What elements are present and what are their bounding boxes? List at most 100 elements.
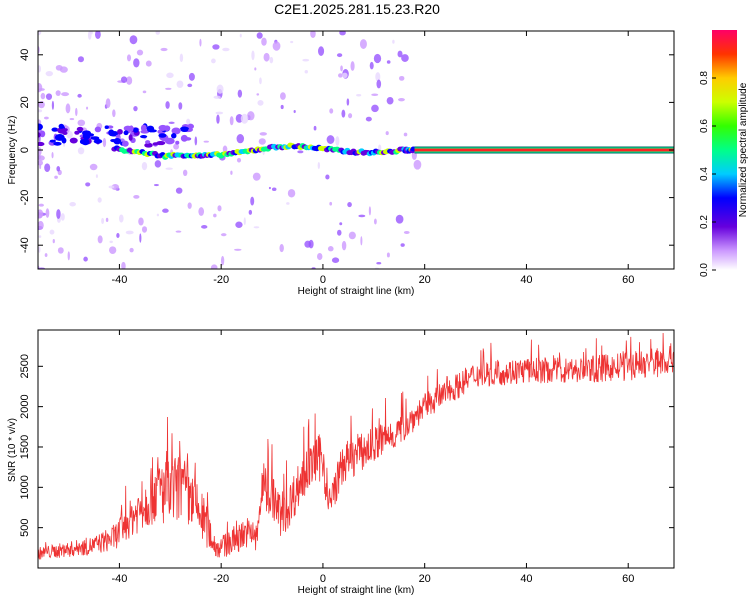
spectrogram-cell: [144, 142, 153, 148]
spectrogram-cell: [104, 125, 109, 129]
spectrogram-cell: [52, 239, 55, 244]
spectrogram-cell: [38, 132, 41, 138]
spectrogram-cell: [340, 65, 343, 72]
y-tick-label: -40: [19, 237, 31, 253]
spectrogram-cell: [395, 214, 404, 224]
snr-frame: [37, 329, 675, 569]
spectrogram-cell: [154, 160, 162, 168]
spectrogram-cell: [38, 160, 44, 166]
spectrogram-cell: [392, 39, 395, 44]
spectrogram-x-ticks: -40 -20 0 20 40 60: [111, 31, 634, 286]
spectrogram-cell: [182, 169, 188, 177]
spectrogram-cell: [121, 261, 126, 269]
spectrogram-cell: [121, 140, 129, 147]
spectrogram-cell: [40, 92, 46, 100]
spectrogram-cell: [117, 128, 123, 135]
x-tick-label: 0: [320, 274, 326, 286]
spectrogram-cell: [239, 33, 242, 38]
spectrogram-cell: [125, 230, 134, 235]
spectrogram-cell: [386, 60, 391, 64]
spectrogram-cell: [237, 89, 243, 98]
spectrogram-cell: [261, 37, 267, 46]
steady-band-core: [414, 148, 674, 152]
spectrogram-cell: [111, 184, 120, 191]
spectrogram-cell: [105, 98, 111, 109]
spectrogram-cell: [280, 92, 286, 100]
spectrogram-cell: [240, 113, 249, 124]
spectrogram-cell: [210, 264, 218, 269]
x-tick-label: -20: [213, 573, 229, 585]
snr-series-line: [38, 332, 674, 560]
spectrogram-cell: [386, 252, 390, 258]
spectrogram-cell: [373, 218, 377, 225]
spectrogram-cell: [116, 233, 120, 238]
spectrogram-cell: [165, 87, 172, 90]
spectrogram-cell: [129, 125, 134, 132]
x-tick-label: 40: [520, 274, 532, 286]
spectrogram-cell: [156, 213, 160, 217]
spectrogram-cell: [165, 167, 173, 170]
spectrogram-cell: [118, 214, 124, 223]
spectrogram-cell: [201, 225, 208, 229]
spectrogram-cell: [145, 60, 152, 67]
spectrogram-cell: [268, 186, 271, 190]
spectrogram-cell: [216, 84, 224, 94]
spectrogram-cell: [44, 253, 48, 257]
spectrogram-cell: [211, 58, 216, 64]
spectrogram-cell: [112, 109, 116, 118]
spectrogram-x-axis-title: Height of straight line (km): [298, 286, 415, 297]
y-tick-label: -20: [19, 190, 31, 206]
spectrogram-cell: [358, 214, 366, 218]
spectrogram-cell: [109, 240, 113, 244]
spectrogram-cell: [133, 194, 140, 199]
y-tick-label: 0: [19, 147, 31, 153]
spectrogram-cell: [171, 133, 177, 139]
spectrogram-cell: [337, 229, 342, 236]
spectrogram-cell: [356, 94, 362, 97]
spectrogram-cell: [329, 108, 334, 114]
spectrogram-cell: [236, 158, 242, 163]
spectrogram-cell: [38, 31, 42, 36]
spectrogram-cell: [188, 72, 195, 81]
spectrogram-cell: [229, 116, 234, 126]
figure-title: C2E1.2025.281.15.23.R20: [274, 1, 440, 17]
spectrogram-cell: [326, 135, 335, 144]
spectrogram-cell: [359, 39, 367, 49]
spectrogram-cell: [49, 229, 55, 235]
spectrogram-cell: [341, 109, 346, 118]
spectrogram-cell: [162, 208, 169, 213]
colorbar-tick-label: 0.8: [699, 71, 710, 85]
spectrogram-cell: [336, 53, 343, 58]
spectrogram-cell: [403, 132, 408, 137]
spectrogram-cell: [156, 140, 166, 146]
spectrogram-cell: [256, 32, 263, 39]
spectrogram-cell: [109, 246, 117, 254]
spectrogram-cell: [74, 130, 80, 135]
spectrogram-cell: [58, 123, 65, 129]
x-tick-label: -40: [111, 274, 127, 286]
spectrogram-cell: [82, 133, 91, 140]
spectrogram-cell: [317, 162, 321, 170]
spectrogram-cell: [339, 222, 343, 226]
spectrogram-cell: [176, 80, 184, 88]
spectrogram-cell: [54, 175, 58, 179]
spectrogram-cell: [94, 126, 102, 133]
spectrogram-cell: [360, 236, 363, 246]
spectrogram-cell: [290, 40, 294, 44]
spectrogram-cell: [263, 52, 270, 62]
spectrogram-cell: [140, 134, 148, 139]
y-tick-label: 20: [19, 96, 31, 108]
spectrogram-cell: [87, 31, 92, 40]
spectrogram-cell: [171, 127, 181, 135]
spectrogram-cell: [38, 109, 43, 113]
spectrogram-cell: [222, 145, 228, 153]
spectrogram-cell: [338, 73, 343, 78]
spectrogram-cell: [256, 93, 260, 96]
spectrogram-cell: [269, 56, 274, 64]
spectrogram-cell: [368, 206, 371, 216]
spectrogram-cell: [83, 256, 88, 262]
spectrogram-cell: [187, 83, 193, 88]
spectrogram-cell: [398, 97, 405, 102]
spectrogram-cell: [94, 31, 101, 39]
spectrogram-cell: [133, 58, 140, 68]
